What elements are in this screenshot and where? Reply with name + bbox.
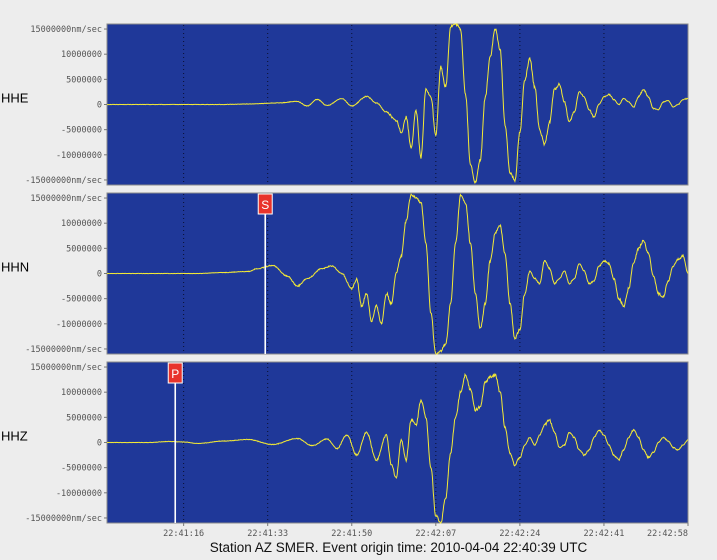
channel-label: HHE xyxy=(1,91,29,106)
y-tick-label: 15000000nm/sec xyxy=(30,25,102,35)
x-tick-label: 22:42:58 xyxy=(647,529,688,539)
chart-caption: Station AZ SMER. Event origin time: 2010… xyxy=(209,540,588,555)
y-tick-label: 15000000nm/sec xyxy=(30,194,102,204)
y-tick-label: 5000000 xyxy=(66,75,102,85)
panel-hhz: 15000000nm/sec 10000000 5000000 0 -5000000 -1… xyxy=(1,361,689,524)
y-tick-label: -5000000 xyxy=(61,126,102,136)
waveform-trace-hhz xyxy=(106,372,689,524)
channel-label: HHN xyxy=(1,260,29,275)
pick-label-p: P xyxy=(171,367,179,381)
y-tick-label: -10000000 xyxy=(56,320,102,330)
y-tick-label: 10000000 xyxy=(61,50,102,60)
y-tick-label: -10000000 xyxy=(56,489,102,499)
y-tick-label: 0 xyxy=(97,439,102,449)
x-tick-label: 22:41:50 xyxy=(331,529,372,539)
y-tick-label: -15000000nm/sec xyxy=(25,345,102,355)
pick-badge-p xyxy=(167,362,183,384)
y-tick-label: 10000000 xyxy=(61,388,102,398)
waveform-trace-hhn xyxy=(107,193,689,355)
y-tick-label: -5000000 xyxy=(61,464,102,474)
y-tick-label: -15000000nm/sec xyxy=(25,176,102,186)
pick-badge-s xyxy=(257,193,273,215)
waveform-trace-hhe xyxy=(106,22,689,185)
x-tick-label: 22:42:24 xyxy=(499,529,540,539)
x-tick-label: 22:42:07 xyxy=(415,529,456,539)
y-tick-label: 15000000nm/sec xyxy=(30,363,102,373)
y-tick-label: -10000000 xyxy=(56,151,102,161)
y-tick-label: 5000000 xyxy=(66,244,102,254)
panel-hhe: 15000000nm/sec 10000000 5000000 0 -5000000 -1… xyxy=(1,22,689,186)
y-tick-label: 0 xyxy=(97,270,102,280)
x-tick-label: 22:41:16 xyxy=(163,529,204,539)
y-tick-label: 5000000 xyxy=(66,413,102,423)
panel-background xyxy=(106,361,689,524)
y-tick-label: 10000000 xyxy=(61,219,102,229)
x-tick-label: 22:42:41 xyxy=(583,529,624,539)
y-tick-label: 0 xyxy=(97,101,102,111)
y-tick-label: -5000000 xyxy=(61,295,102,305)
y-tick-label: -15000000nm/sec xyxy=(25,514,102,524)
x-tick-label: 22:41:33 xyxy=(247,529,288,539)
pick-label-s: S xyxy=(261,198,269,212)
channel-label: HHZ xyxy=(1,429,28,444)
panel-hhn: 15000000nm/sec 10000000 5000000 0 -5000000 -1… xyxy=(1,192,689,355)
